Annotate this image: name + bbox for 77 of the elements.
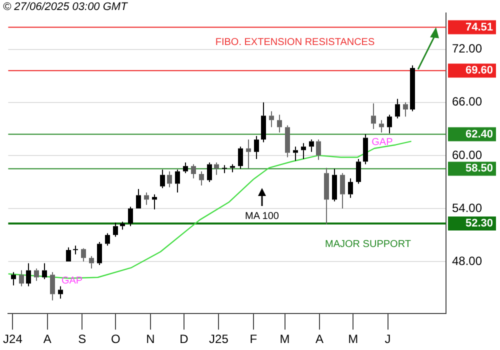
candlestick: [277, 114, 282, 133]
x-tick-label: A: [43, 332, 52, 346]
candlestick: [199, 170, 204, 186]
annotation: MA 100: [245, 210, 280, 222]
candlestick: [11, 272, 16, 286]
candlestick: [89, 256, 94, 270]
annotation: GAP: [372, 136, 394, 148]
candlestick: [97, 242, 102, 266]
candlestick: [183, 162, 188, 174]
x-tick-label: A: [315, 332, 324, 346]
x-tick-label: M: [280, 332, 290, 346]
chart-title: © 27/06/2025 03:00 GMT: [3, 1, 128, 13]
candlestick: [73, 245, 78, 255]
candlestick: [42, 262, 47, 280]
candlestick: [66, 246, 71, 262]
ref-line-label: 52.30: [465, 218, 493, 230]
candlestick: [410, 64, 415, 112]
candlestick: [293, 146, 298, 162]
y-tick-label: 48.00: [452, 254, 482, 268]
candlestick: [160, 169, 165, 189]
candlestick: [379, 120, 384, 133]
candlestick: [167, 170, 172, 188]
candlestick: [238, 146, 243, 170]
candlestick: [105, 232, 110, 246]
candlestick: [371, 102, 376, 130]
x-tick-label: M: [348, 332, 358, 346]
candlestick: [50, 272, 55, 301]
candlestick: [324, 167, 329, 225]
candlestick: [246, 139, 251, 170]
candlestick: [81, 248, 86, 262]
candlestick: [269, 110, 274, 128]
candlestick: [207, 162, 212, 182]
candlestick: [175, 169, 180, 194]
candlestick: [34, 268, 39, 282]
x-tick-label: D: [180, 332, 189, 346]
candlestick: [387, 114, 392, 134]
candlestick: [222, 164, 227, 174]
ref-line-label: 62.40: [465, 128, 493, 140]
candlestick: [136, 188, 141, 208]
candlestick: [395, 98, 400, 119]
candlestick: [403, 102, 408, 118]
candlestick: [120, 221, 125, 230]
ref-line-label: 74.51: [465, 21, 493, 34]
ref-line-label: 58.50: [465, 162, 493, 175]
candlestick: [113, 222, 118, 238]
candlestick: [26, 262, 31, 287]
y-tick-label: 66.00: [452, 94, 482, 109]
candlestick: [301, 142, 306, 160]
candlestick: [309, 139, 314, 152]
annotation: GAP: [61, 276, 83, 287]
x-tick-label: J24: [3, 332, 23, 346]
candlestick: [152, 194, 157, 210]
candlestick: [316, 139, 321, 160]
candlestick: [348, 178, 353, 198]
x-tick-label: J25: [209, 332, 229, 346]
candlestick: [363, 134, 368, 165]
y-tick-label: 60.00: [452, 148, 482, 162]
x-tick-label: N: [146, 332, 155, 346]
candlestick: [332, 168, 337, 202]
candlestick: [340, 172, 345, 209]
x-tick-label: O: [111, 332, 120, 346]
candlestick: [214, 162, 219, 176]
candlestick: [144, 192, 149, 206]
candlestick: [254, 136, 259, 160]
candlestick: [128, 206, 133, 227]
candlestick: [261, 102, 266, 143]
x-tick-label: S: [78, 332, 86, 346]
x-tick-label: F: [250, 332, 258, 346]
x-tick-label: J: [384, 332, 391, 346]
y-tick-label: 72.00: [452, 42, 482, 56]
y-tick-label: 54.00: [452, 200, 482, 215]
candlestick: [191, 164, 196, 179]
candlestick: [19, 270, 24, 287]
candlestick: [58, 286, 63, 300]
annotation: FIBO. EXTENSION RESISTANCES: [215, 36, 375, 48]
ref-line-label: 69.60: [465, 64, 493, 77]
annotation: MAJOR SUPPORT: [325, 238, 411, 250]
